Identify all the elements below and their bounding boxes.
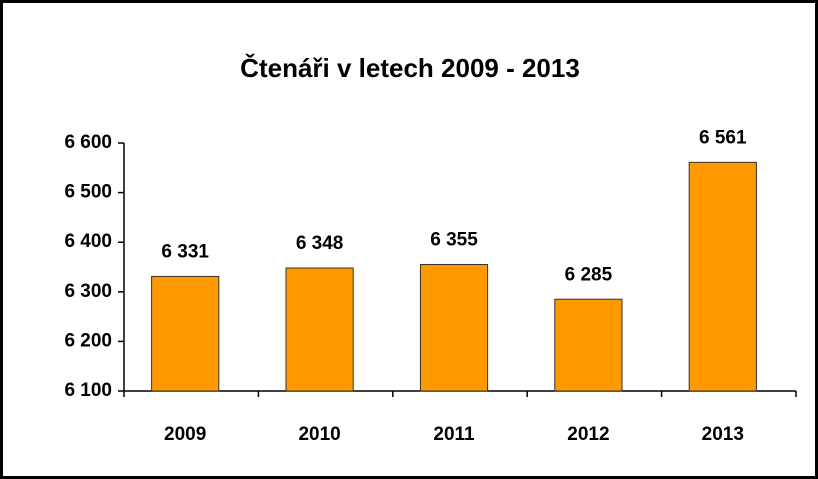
x-tick-label: 2011 [433,424,475,445]
y-tick-label: 6 400 [64,231,112,252]
bar [419,264,489,392]
bar [151,275,220,392]
bar [688,161,757,392]
y-tick-label: 6 100 [64,380,112,401]
x-tick-label: 2013 [702,424,744,445]
bar [285,267,354,392]
data-label: 6 331 [161,241,209,262]
bar [554,298,623,392]
y-tick-label: 6 200 [64,330,112,351]
y-tick-label: 6 600 [64,132,112,153]
chart-title: Čtenáři v letech 2009 - 2013 [240,53,580,83]
y-tick-label: 6 300 [64,281,112,302]
data-label: 6 285 [565,264,613,285]
x-tick-label: 2010 [298,424,340,445]
data-label: 6 355 [430,230,478,251]
data-label: 6 561 [699,127,747,148]
y-tick-label: 6 500 [64,182,112,203]
x-tick-label: 2009 [164,424,206,445]
x-tick-label: 2012 [567,424,609,445]
data-label: 6 348 [296,233,344,254]
